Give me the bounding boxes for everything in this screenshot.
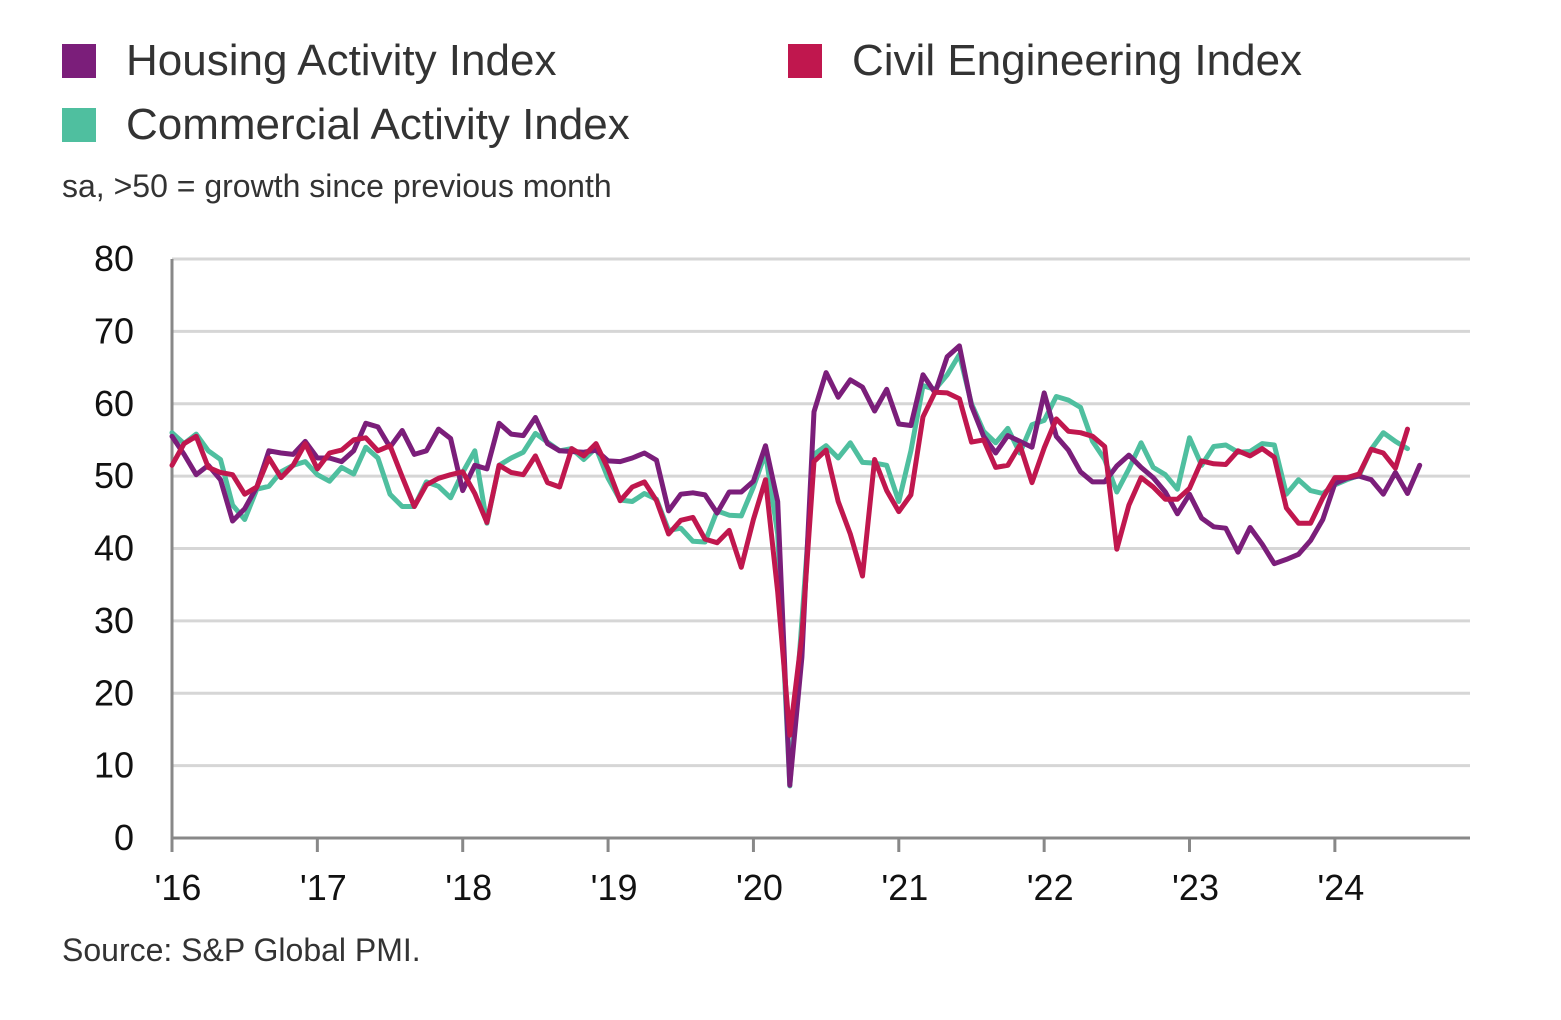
chart-subtitle: sa, >50 = growth since previous month <box>62 168 612 204</box>
legend-item-civil: Civil Engineering Index <box>788 36 1302 86</box>
x-tick-label-5: '21 <box>881 867 928 908</box>
legend-swatch-civil <box>788 44 822 78</box>
series-line-civil-engineering-index <box>169 389 1410 738</box>
x-tick-label-2: '18 <box>445 867 492 908</box>
y-tick-label-30: 30 <box>94 600 134 641</box>
x-tick-label-3: '19 <box>591 867 638 908</box>
series-line-housing-activity-index <box>169 343 1423 788</box>
y-tick-label-60: 60 <box>94 383 134 424</box>
y-tick-label-40: 40 <box>94 528 134 569</box>
y-tick-label-20: 20 <box>94 672 134 713</box>
source-note: Source: S&P Global PMI. <box>62 932 421 968</box>
x-tick-label-1: '17 <box>300 867 347 908</box>
x-tick-label-7: '23 <box>1172 867 1219 908</box>
y-tick-label-70: 70 <box>94 310 134 351</box>
legend-item-commercial: Commercial Activity Index <box>62 100 630 150</box>
y-tick-label-10: 10 <box>94 745 134 786</box>
legend-swatch-commercial <box>62 108 96 142</box>
legend-label-civil: Civil Engineering Index <box>852 36 1303 85</box>
x-tick-label-6: '22 <box>1027 867 1074 908</box>
x-tick-label-8: '24 <box>1317 867 1364 908</box>
x-tick-label-0: '16 <box>155 867 202 908</box>
legend-item-housing: Housing Activity Index <box>62 36 556 86</box>
y-tick-label-80: 80 <box>94 238 134 279</box>
legend-label-commercial: Commercial Activity Index <box>126 100 630 149</box>
y-tick-label-0: 0 <box>114 817 134 858</box>
x-tick-label-4: '20 <box>736 867 783 908</box>
legend-swatch-housing <box>62 44 96 78</box>
y-tick-label-50: 50 <box>94 455 134 496</box>
legend-label-housing: Housing Activity Index <box>126 36 557 85</box>
